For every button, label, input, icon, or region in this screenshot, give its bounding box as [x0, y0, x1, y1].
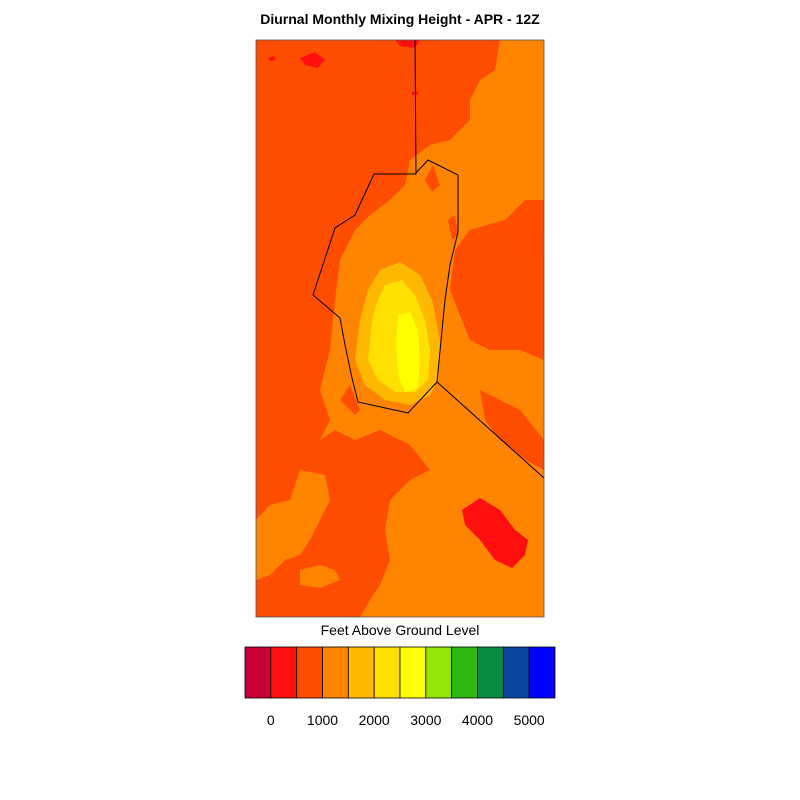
colorbar-swatch: [373, 646, 401, 699]
contour-red-dot: [268, 56, 276, 61]
contour-patch-small-1: [425, 165, 440, 192]
contour-patch-top-right: [490, 100, 530, 145]
colorbar-title: Feet Above Ground Level: [320, 622, 480, 638]
colorbar-swatch: [477, 646, 504, 699]
colorbar-tick-label: 3000: [410, 712, 442, 728]
contour-patch-bottom: [300, 565, 340, 588]
chart-title: Diurnal Monthly Mixing Height - APR - 12…: [260, 11, 540, 27]
contour-red-top: [395, 40, 420, 48]
contour-patch-lower-right: [480, 390, 544, 470]
colorbar-swatch: [528, 646, 556, 699]
state-boundary-diagonal: [436, 381, 544, 479]
colorbar-tick-label: 1000: [306, 712, 339, 728]
state-boundary-outline: [312, 40, 459, 414]
colorbar-swatch: [502, 646, 530, 699]
colorbar-tick-label: 0: [266, 712, 275, 728]
colorbar-tick-label: 2000: [358, 712, 390, 728]
contour-patch-lower-left: [256, 470, 330, 580]
colorbar-swatch: [322, 646, 349, 699]
colorbar-swatch: [347, 646, 375, 699]
colorbar-swatch: [270, 646, 298, 699]
contour-patch-small-3: [340, 385, 360, 415]
map-frame: [255, 39, 545, 618]
contour-red-blob: [462, 498, 528, 568]
colorbar-tick-label: 5000: [513, 712, 545, 728]
colorbar-swatch: [425, 646, 453, 699]
contour-red-top-left: [300, 52, 325, 68]
colorbar-swatch: [244, 646, 272, 699]
contour-patch-right: [450, 220, 544, 360]
colorbar-swatch: [451, 646, 478, 699]
contour-yellow: [396, 312, 420, 392]
colorbar-swatch: [296, 646, 323, 699]
colorbar-swatch: [399, 646, 427, 699]
colorbar-tick-label: 4000: [461, 712, 494, 728]
contour-patch-small-2: [448, 215, 458, 240]
